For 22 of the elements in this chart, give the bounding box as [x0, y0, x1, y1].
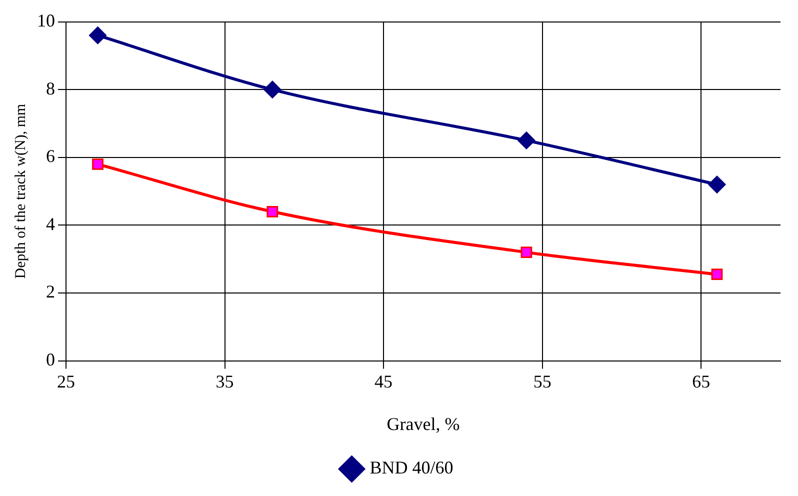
y-tick-label: 4 — [46, 214, 55, 234]
point — [92, 158, 104, 170]
x-axis-title: Gravel, % — [386, 414, 460, 434]
legend-label: BND 40/60 — [370, 458, 454, 478]
x-tick-label: 45 — [374, 371, 393, 392]
y-tick-label: 2 — [46, 282, 55, 302]
x-tick-label: 35 — [216, 371, 234, 392]
x-tick-label: 65 — [692, 371, 710, 392]
y-tick-label: 6 — [46, 146, 55, 166]
point — [518, 132, 536, 150]
point — [89, 26, 107, 44]
point — [266, 206, 278, 218]
y-tick-label: 10 — [37, 10, 55, 31]
y-tick-label: 8 — [46, 78, 55, 98]
x-tick-label: 25 — [57, 371, 75, 392]
x-tick-label: 55 — [533, 371, 552, 392]
point — [520, 246, 532, 258]
point — [708, 176, 726, 194]
point — [711, 268, 723, 280]
point — [264, 80, 282, 98]
y-axis-title: Depth of the track w(N), mm — [12, 104, 29, 279]
y-tick-label: 0 — [46, 350, 55, 370]
